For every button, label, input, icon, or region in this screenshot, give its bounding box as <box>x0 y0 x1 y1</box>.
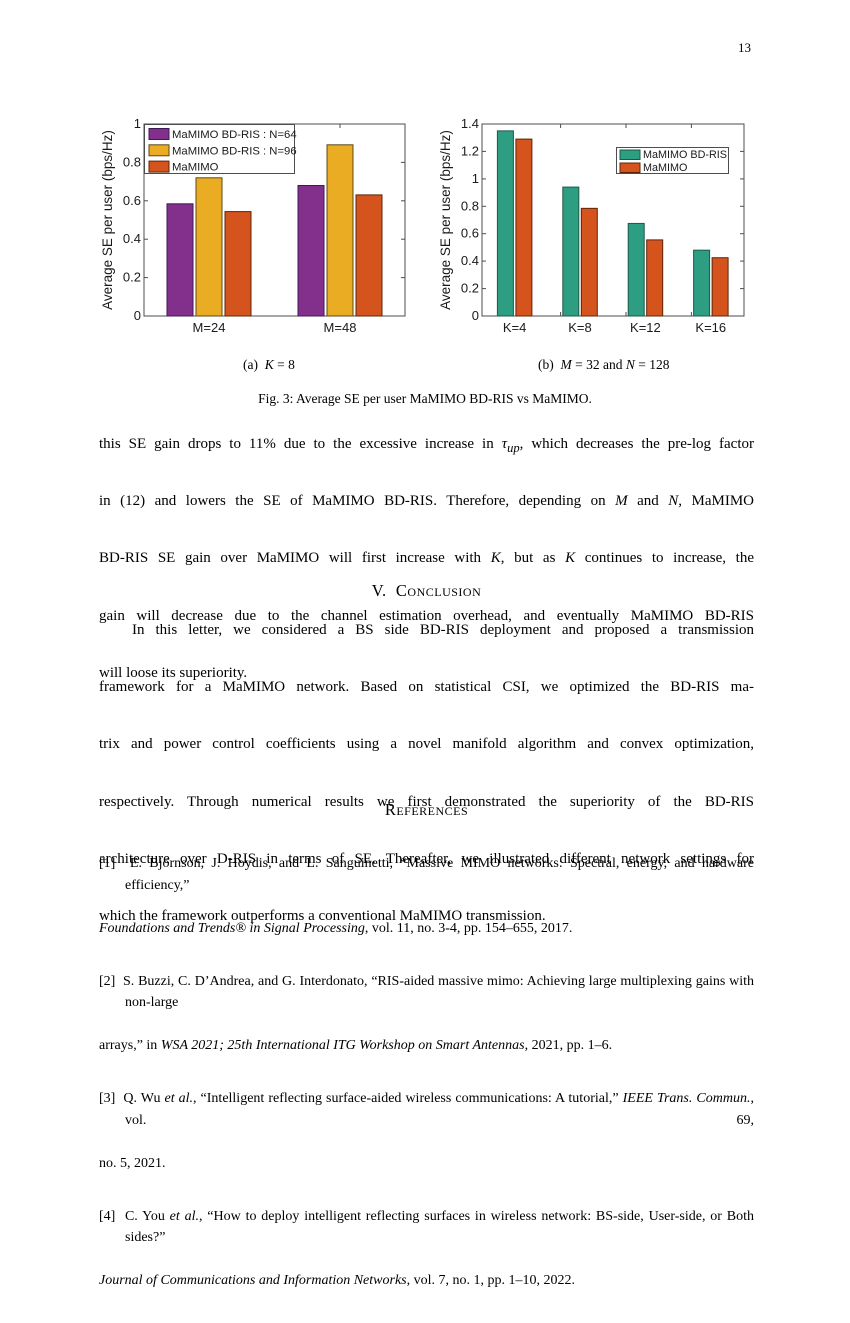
svg-text:0.2: 0.2 <box>123 270 141 285</box>
svg-text:K=8: K=8 <box>568 320 592 335</box>
svg-text:0.2: 0.2 <box>461 281 479 296</box>
svg-text:0.8: 0.8 <box>461 198 479 213</box>
svg-text:Average SE per user (bps/Hz): Average SE per user (bps/Hz) <box>438 130 453 310</box>
svg-text:0.4: 0.4 <box>461 253 479 268</box>
svg-text:0.8: 0.8 <box>123 154 141 169</box>
svg-text:0.4: 0.4 <box>123 231 141 246</box>
svg-text:K=16: K=16 <box>695 320 726 335</box>
svg-text:MaMIMO BD-RIS : N=64: MaMIMO BD-RIS : N=64 <box>172 129 297 141</box>
svg-text:0: 0 <box>134 308 141 323</box>
svg-text:0.6: 0.6 <box>123 193 141 208</box>
svg-text:0.6: 0.6 <box>461 226 479 241</box>
svg-text:MaMIMO BD-RIS : N=96: MaMIMO BD-RIS : N=96 <box>172 145 297 157</box>
svg-text:1: 1 <box>472 171 479 186</box>
svg-text:K=12: K=12 <box>630 320 661 335</box>
svg-text:MaMIMO: MaMIMO <box>172 162 219 174</box>
svg-text:0: 0 <box>472 308 479 323</box>
svg-text:1.2: 1.2 <box>461 143 479 158</box>
svg-text:M=48: M=48 <box>324 320 357 335</box>
svg-text:M=24: M=24 <box>193 320 226 335</box>
svg-text:MaMIMO: MaMIMO <box>643 162 687 174</box>
svg-text:MaMIMO BD-RIS: MaMIMO BD-RIS <box>643 149 727 161</box>
svg-text:Average SE per user (bps/Hz): Average SE per user (bps/Hz) <box>100 130 115 310</box>
svg-text:1: 1 <box>134 116 141 131</box>
svg-text:1.4: 1.4 <box>461 116 479 131</box>
svg-text:K=4: K=4 <box>503 320 526 335</box>
